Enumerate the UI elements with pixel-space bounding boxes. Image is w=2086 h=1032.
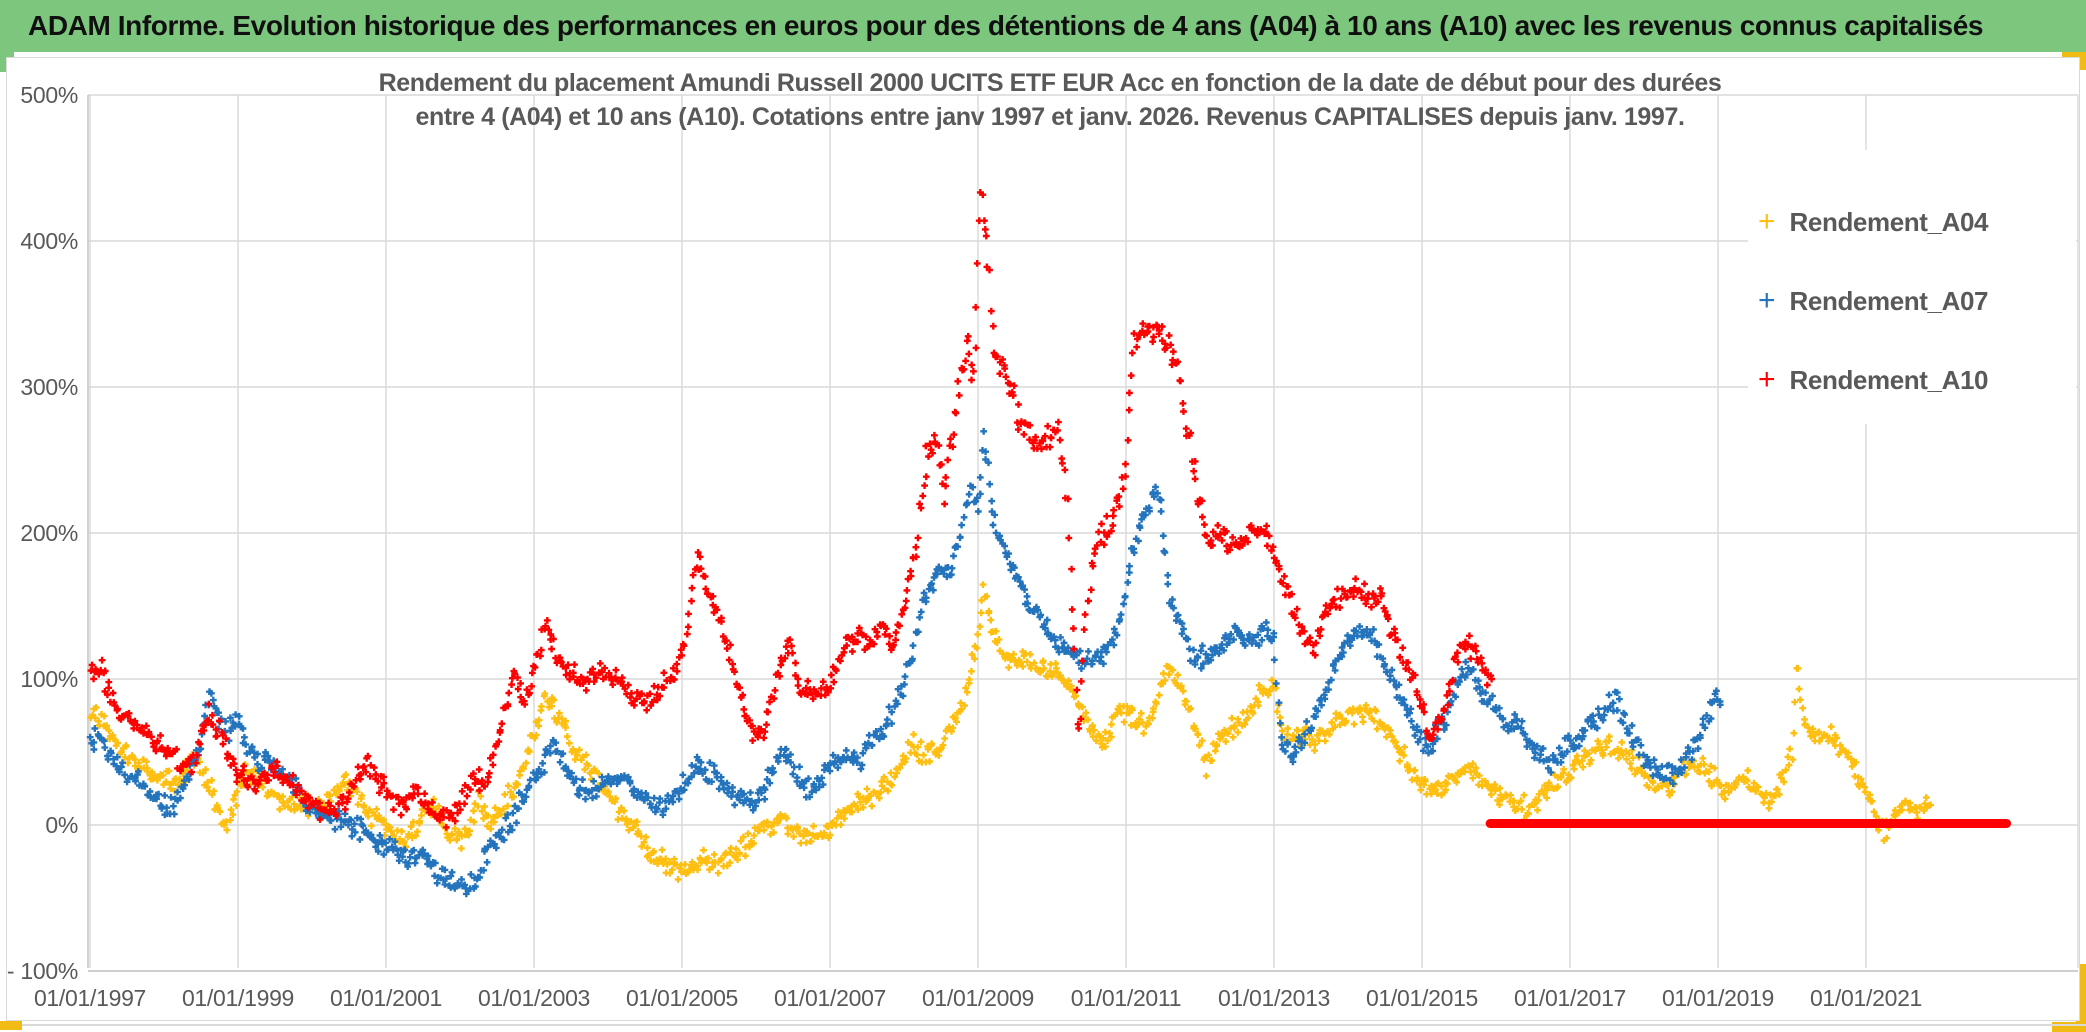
legend-label-a07: Rendement_A07 bbox=[1789, 285, 1989, 316]
x-tick-label-2005: 01/01/2005 bbox=[626, 985, 738, 1011]
accent-tab-bottom-left bbox=[0, 1021, 22, 1030]
chart-frame bbox=[6, 57, 2080, 1021]
x-tick-label-2017: 01/01/2017 bbox=[1514, 985, 1626, 1011]
legend-item-rendement-a10: + Rendement_A10 bbox=[1758, 360, 1988, 400]
y-tick-label--100: - 100% bbox=[7, 958, 78, 984]
x-tick-label-2009: 01/01/2009 bbox=[922, 985, 1034, 1011]
x-tick-label-2001: 01/01/2001 bbox=[330, 985, 442, 1011]
chart-title: Rendement du placement Amundi Russell 20… bbox=[240, 66, 1860, 134]
legend-item-rendement-a04: + Rendement_A04 bbox=[1758, 202, 1988, 242]
x-tick-label-1999: 01/01/1999 bbox=[182, 985, 294, 1011]
series-points-rendement_a10 bbox=[87, 189, 1495, 831]
y-tick-label-300: 300% bbox=[20, 374, 78, 400]
x-tick-label-2007: 01/01/2007 bbox=[774, 985, 886, 1011]
y-tick-label-400: 400% bbox=[20, 228, 78, 254]
chart-title-line1: Rendement du placement Amundi Russell 20… bbox=[378, 69, 1722, 97]
y-tick-label-100: 100% bbox=[20, 666, 78, 692]
x-tick-label-2021: 01/01/2021 bbox=[1810, 985, 1922, 1011]
legend-marker-a04-icon: + bbox=[1758, 205, 1776, 238]
y-tick-label-200: 200% bbox=[20, 520, 78, 546]
y-tick-label-0: 0% bbox=[45, 812, 78, 838]
y-tick-label-500: 500% bbox=[20, 82, 78, 108]
legend-marker-a07-icon: + bbox=[1758, 284, 1776, 317]
x-tick-label-2011: 01/01/2011 bbox=[1071, 985, 1181, 1011]
legend-label-a04: Rendement_A04 bbox=[1789, 206, 1989, 237]
legend-label-a10: Rendement_A10 bbox=[1789, 364, 1989, 395]
legend-marker-a10-icon: + bbox=[1758, 363, 1776, 396]
header-banner: ADAM Informe. Evolution historique des p… bbox=[0, 0, 2086, 52]
chart-title-line2: entre 4 (A04) et 10 ans (A10). Cotations… bbox=[415, 103, 1685, 131]
x-tick-label-2019: 01/01/2019 bbox=[1662, 985, 1774, 1011]
legend-item-rendement-a07: + Rendement_A07 bbox=[1758, 281, 1988, 321]
page-title: ADAM Informe. Evolution historique des p… bbox=[28, 10, 1984, 41]
legend: + Rendement_A04 + Rendement_A07 + Rendem… bbox=[1748, 150, 2076, 424]
series-points-rendement_a07 bbox=[86, 427, 1724, 898]
x-tick-label-1997: 01/01/1997 bbox=[34, 985, 146, 1011]
x-tick-label-2013: 01/01/2013 bbox=[1218, 985, 1330, 1011]
accent-corner-bottom-right-foot bbox=[2052, 1022, 2086, 1032]
series-points-rendement_a04 bbox=[87, 581, 1934, 883]
x-tick-label-2015: 01/01/2015 bbox=[1366, 985, 1478, 1011]
bottom-divider bbox=[0, 1024, 2086, 1026]
accent-corner-bottom-right-vertical bbox=[2076, 964, 2086, 1032]
x-tick-label-2003: 01/01/2003 bbox=[478, 985, 590, 1011]
